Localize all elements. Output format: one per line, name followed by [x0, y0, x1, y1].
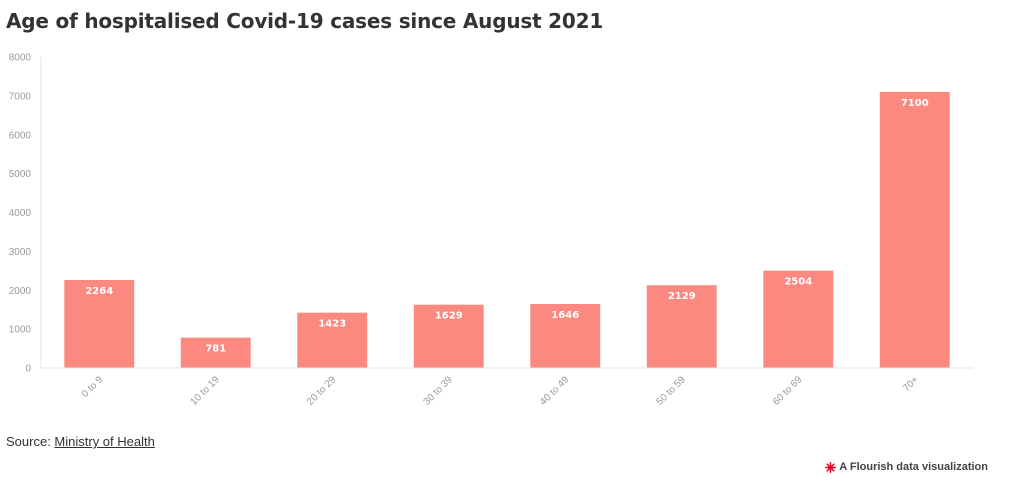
bar[interactable] [879, 91, 950, 369]
y-tick-label: 6000 [9, 130, 32, 141]
source-note: Source: Ministry of Health [6, 434, 155, 449]
bar[interactable] [180, 337, 251, 368]
source-link[interactable]: Ministry of Health [54, 434, 155, 449]
x-tick-label: 0 to 9 [80, 374, 106, 400]
x-tick-label: 30 to 39 [422, 374, 456, 408]
bar[interactable] [64, 279, 135, 368]
chart-title: Age of hospitalised Covid-19 cases since… [6, 9, 604, 33]
y-tick-label: 5000 [9, 169, 32, 180]
bar[interactable] [413, 304, 484, 368]
y-tick-label: 0 [25, 364, 31, 375]
y-tick-label: 7000 [9, 91, 32, 102]
bar-value-label: 781 [205, 344, 226, 355]
x-tick-label: 70+ [901, 374, 921, 394]
bar-value-label: 2264 [85, 286, 113, 297]
bars: 2264 781 1423 1629 1646 2129 2504 7100 [64, 91, 950, 369]
credit-text: A Flourish data visualization [839, 461, 988, 473]
x-tick-label: 40 to 49 [538, 374, 572, 408]
bar-value-label: 1629 [435, 311, 463, 322]
bar-value-label: 1423 [318, 319, 346, 330]
flourish-logo-icon [825, 461, 837, 473]
bar[interactable] [646, 285, 717, 368]
bar[interactable] [530, 304, 601, 368]
x-tick-label: 60 to 69 [771, 374, 805, 408]
bar-value-label: 2129 [668, 291, 696, 302]
y-tick-label: 1000 [9, 325, 32, 336]
y-tick-label: 2000 [9, 286, 32, 297]
x-tick-label: 50 to 59 [655, 374, 689, 408]
bar-value-label: 1646 [551, 310, 579, 321]
x-tick-label: 10 to 19 [189, 374, 223, 408]
bar-value-label: 7100 [901, 98, 929, 109]
source-prefix: Source: [6, 434, 55, 449]
x-axis: 0 to 9 10 to 19 20 to 29 30 to 39 40 to 49 50… [41, 367, 973, 408]
bar[interactable] [297, 312, 368, 368]
bar-value-label: 2504 [784, 277, 812, 288]
y-tick-label: 4000 [9, 208, 32, 219]
y-axis: 0 1000 2000 3000 4000 5000 6000 7000 8000 [9, 53, 42, 375]
bar-chart: 0 1000 2000 3000 4000 5000 6000 7000 8000 2264 78… [9, 53, 973, 408]
x-tick-label: 20 to 29 [305, 374, 339, 408]
y-tick-label: 8000 [9, 53, 32, 64]
flourish-credit[interactable]: A Flourish data visualization [825, 461, 988, 473]
bar[interactable] [763, 270, 834, 368]
y-tick-label: 3000 [9, 247, 32, 258]
